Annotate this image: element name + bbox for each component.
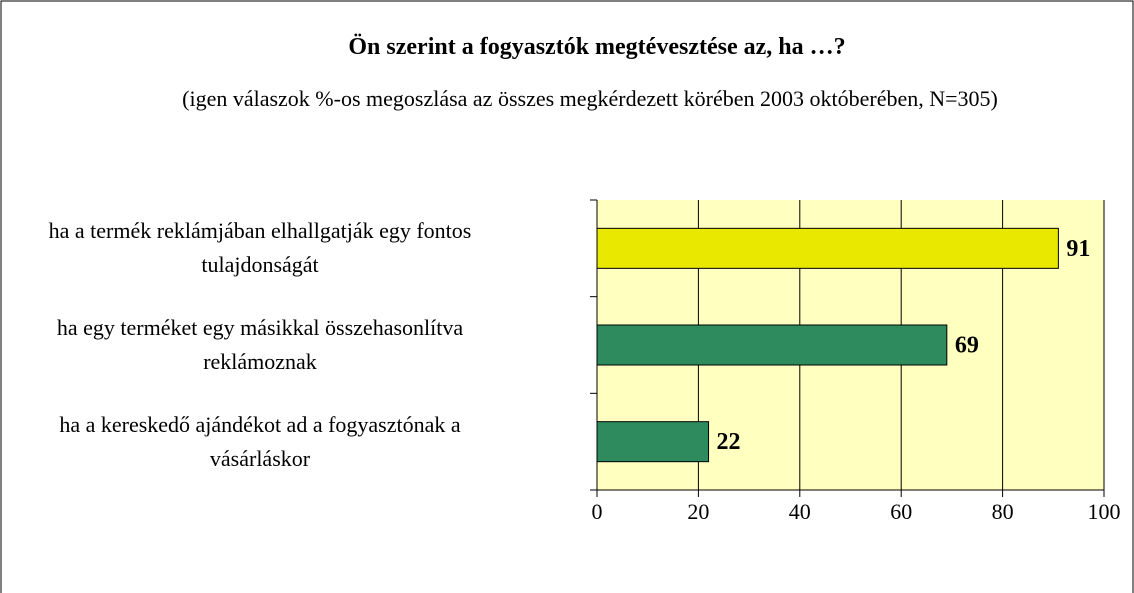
data-label: 69 — [955, 333, 979, 359]
category-label: ha egy terméket egy másikkal összehasonl… — [56, 315, 464, 374]
data-label: 91 — [1066, 236, 1090, 262]
bar — [596, 324, 948, 366]
category-label: ha a kereskedő ajándékot ad a fogyasztón… — [59, 411, 461, 471]
bar — [596, 421, 710, 463]
x-tick-label: 60 — [890, 499, 912, 524]
category-label: ha a termék reklámjában elhallgatják egy… — [48, 218, 472, 278]
x-tick-label: 80 — [992, 499, 1014, 524]
data-label: 22 — [717, 429, 741, 455]
x-tick-label: 40 — [789, 499, 811, 524]
chart-title: Ön szerint a fogyasztók megtévesztése az… — [348, 34, 846, 60]
x-tick-label: 100 — [1088, 499, 1121, 524]
x-tick-label: 20 — [687, 499, 709, 524]
chart-subtitle: (igen válaszok %-os megoszlása az összes… — [182, 86, 998, 111]
bar — [596, 227, 1059, 269]
x-tick-label: 0 — [592, 499, 603, 524]
